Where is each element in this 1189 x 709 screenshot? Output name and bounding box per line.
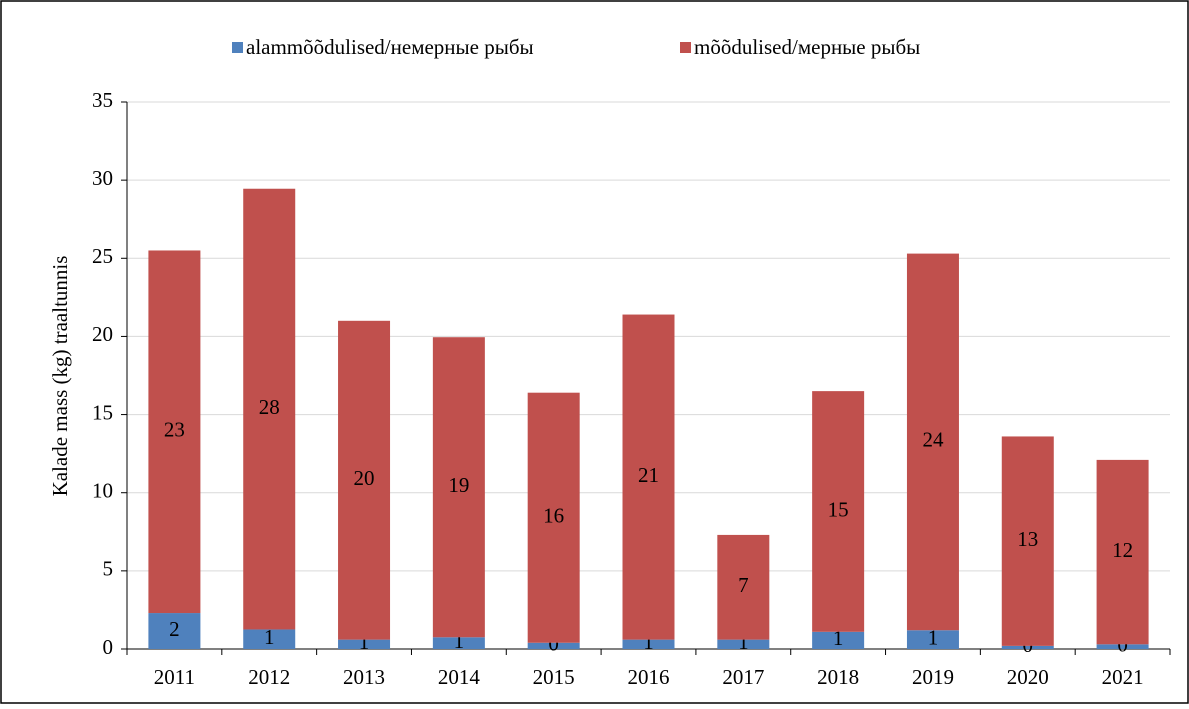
bar-segment — [622, 314, 675, 640]
y-tick-label: 25 — [92, 244, 113, 268]
value-label: 1 — [454, 629, 465, 653]
y-tick-label: 30 — [92, 166, 113, 190]
y-tick-label: 5 — [103, 557, 114, 581]
bar-segment — [812, 391, 865, 632]
bar-segment — [717, 639, 770, 649]
value-label: 1 — [928, 625, 939, 649]
value-label: 12 — [1112, 538, 1133, 562]
bar-segment — [243, 629, 296, 649]
y-tick-label: 10 — [92, 479, 113, 503]
bar-segment — [338, 639, 391, 649]
value-label: 7 — [738, 573, 749, 597]
x-tick-label: 2017 — [722, 665, 764, 689]
legend-label: mõõdulised/мерные рыбы — [694, 35, 920, 59]
bar-segment — [527, 642, 580, 649]
value-label: 19 — [448, 473, 469, 497]
value-label: 13 — [1017, 527, 1038, 551]
value-label: 0 — [1117, 632, 1128, 656]
legend-swatch — [680, 42, 691, 53]
bar-segment — [148, 613, 201, 649]
bar-segment — [148, 250, 201, 614]
value-label: 23 — [164, 418, 185, 442]
bar-segment — [432, 637, 485, 649]
bar-segment — [338, 320, 391, 640]
value-label: 24 — [922, 428, 944, 452]
bar-segment — [717, 534, 770, 640]
value-label: 28 — [259, 395, 280, 419]
bar-segment — [906, 630, 959, 649]
x-tick-label: 2014 — [438, 665, 481, 689]
value-label: 16 — [543, 504, 564, 528]
bar-segment — [906, 253, 959, 631]
bar-segment — [1001, 645, 1054, 649]
value-label: 0 — [548, 632, 559, 656]
value-label: 1 — [643, 630, 654, 654]
x-tick-label: 2012 — [248, 665, 290, 689]
y-tick-label: 15 — [92, 400, 113, 424]
x-tick-label: 2013 — [343, 665, 385, 689]
bar-segment — [432, 337, 485, 638]
x-tick-label: 2015 — [533, 665, 575, 689]
bar-segment — [243, 188, 296, 630]
value-label: 21 — [638, 463, 659, 487]
bar-segment — [622, 639, 675, 649]
y-axis-title: Kalade mass (kg) traaltunnis — [48, 256, 72, 497]
value-label: 1 — [738, 630, 749, 654]
x-tick-label: 2019 — [912, 665, 954, 689]
bar-segment — [812, 631, 865, 649]
value-label: 1 — [833, 626, 844, 650]
y-tick-label: 0 — [103, 635, 114, 659]
legend-label: alammõõdulised/немерные рыбы — [246, 35, 534, 59]
x-tick-label: 2018 — [817, 665, 859, 689]
bar-segment — [1001, 436, 1054, 646]
x-tick-label: 2020 — [1007, 665, 1049, 689]
bar-segment — [527, 392, 580, 643]
x-tick-label: 2011 — [154, 665, 195, 689]
value-label: 15 — [828, 497, 849, 521]
bar-segment — [1096, 459, 1149, 645]
x-tick-label: 2016 — [628, 665, 670, 689]
value-label: 1 — [359, 630, 370, 654]
y-tick-label: 35 — [92, 88, 113, 112]
legend-swatch — [232, 42, 243, 53]
value-label: 2 — [169, 617, 180, 641]
bar-segment — [1096, 644, 1149, 649]
value-label: 20 — [354, 466, 375, 490]
value-label: 1 — [264, 625, 275, 649]
x-tick-label: 2021 — [1102, 665, 1144, 689]
y-tick-label: 20 — [92, 322, 113, 346]
